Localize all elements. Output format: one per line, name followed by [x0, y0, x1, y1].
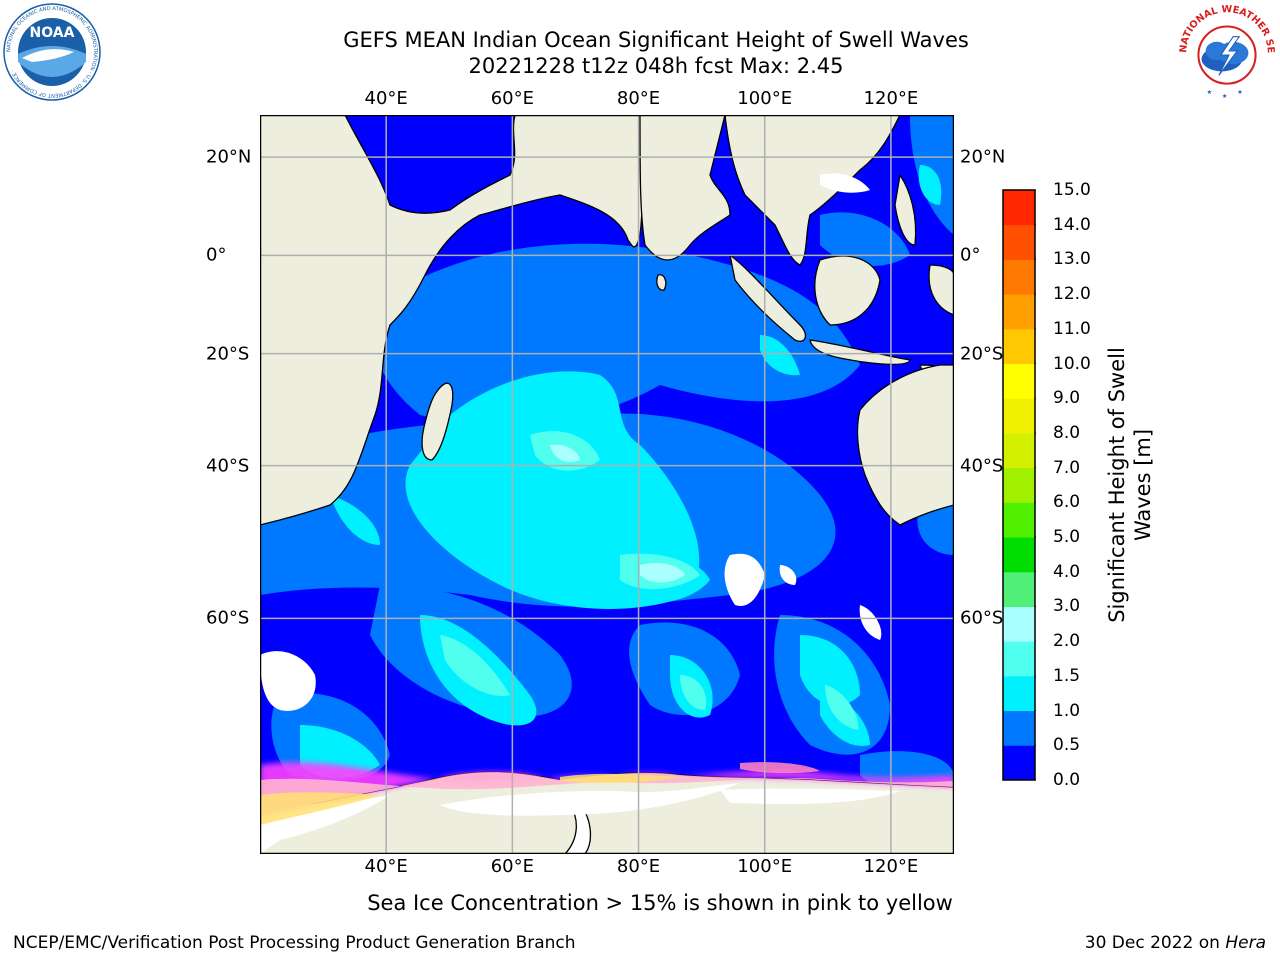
lat-tick-label: 60°S	[206, 607, 250, 629]
colorbar-tick-label: 3.0	[1053, 596, 1081, 617]
colorbar-tick-label: 11.0	[1053, 318, 1091, 339]
footer-date-text: 30 Dec 2022 on	[1084, 933, 1226, 953]
lon-tick-label: 80°E	[616, 88, 661, 109]
map-gridlines	[260, 115, 954, 854]
colorbar-tick-label: 0.5	[1053, 735, 1081, 756]
lon-tick-label: 60°E	[490, 88, 534, 109]
colorbar-swatch	[1003, 294, 1035, 330]
colorbar-tick-label: 15.0	[1053, 180, 1091, 200]
lat-tick-label: 20°N	[960, 146, 1006, 168]
colorbar-tick-label: 1.5	[1053, 665, 1081, 686]
lon-tick-label: 120°E	[863, 856, 919, 877]
sea-ice-note: Sea Ice Concentration > 15% is shown in …	[367, 891, 953, 915]
chart-subtitle: 20221228 t12z 048h fcst Max: 2.45	[468, 54, 844, 78]
chart-title: GEFS MEAN Indian Ocean Significant Heigh…	[343, 28, 969, 52]
colorbar-swatch	[1003, 363, 1035, 399]
swell-height-map	[260, 115, 954, 854]
no-data-areas	[260, 173, 900, 854]
sea-ice-fringe	[260, 762, 954, 825]
colorbar-tick-label: 8.0	[1053, 422, 1081, 443]
colorbar-swatch	[1003, 571, 1035, 607]
colorbar-tick-label: 0.0	[1053, 770, 1081, 790]
colorbar-swatch	[1003, 398, 1035, 434]
colorbar-tick-label: 10.0	[1053, 353, 1091, 374]
colorbar	[1002, 189, 1036, 781]
colorbar-swatch	[1003, 328, 1035, 365]
colorbar-swatch	[1003, 710, 1035, 746]
lat-tick-label: 20°N	[206, 146, 252, 168]
colorbar-tick-label: 14.0	[1053, 214, 1091, 235]
colorbar-tick-label: 9.0	[1053, 388, 1081, 409]
colorbar-swatch	[1003, 259, 1035, 295]
colorbar-tick-label: 5.0	[1053, 527, 1081, 548]
lon-tick-label: 100°E	[737, 88, 793, 109]
swell-band-2.0-3.0	[550, 444, 685, 583]
colorbar-swatch	[1003, 606, 1035, 642]
lon-tick-label: 40°E	[364, 88, 408, 109]
colorbar-tick-label: 13.0	[1053, 249, 1091, 270]
colorbar-tick-label: 4.0	[1053, 561, 1081, 582]
lat-tick-label: 0°	[960, 244, 981, 266]
footer-date: 30 Dec 2022 on Hera	[1085, 933, 1266, 953]
lat-tick-label: 0°	[206, 244, 227, 266]
colorbar-title-line2: Waves [m]	[1131, 428, 1155, 542]
colorbar-tick-label: 12.0	[1053, 284, 1091, 305]
colorbar-tick-label: 6.0	[1053, 492, 1081, 513]
colorbar-swatch	[1003, 537, 1035, 573]
svg-text:★: ★	[1207, 89, 1213, 96]
lat-tick-label: 40°S	[206, 455, 250, 477]
map-frame	[260, 115, 954, 854]
lat-tick-label: 20°S	[960, 343, 1004, 365]
colorbar-frame	[1002, 189, 1036, 781]
colorbar-swatch	[1003, 432, 1035, 469]
noaa-logo-text: NOAA	[30, 25, 75, 41]
lat-tick-label: 40°S	[960, 455, 1004, 477]
colorbar-tick-label: 7.0	[1053, 457, 1081, 478]
colorbar-title: Significant Height of Swell Waves [m]	[1104, 347, 1156, 623]
lat-tick-label: 20°S	[206, 343, 250, 365]
svg-text:★: ★	[1222, 93, 1228, 100]
colorbar-swatch	[1003, 467, 1035, 503]
lon-tick-label: 80°E	[616, 856, 661, 877]
footer-branch: NCEP/EMC/Verification Post Processing Pr…	[13, 933, 576, 953]
colorbar-swatch	[1003, 745, 1035, 781]
colorbar-swatch	[1003, 675, 1035, 712]
lon-tick-label: 120°E	[863, 88, 919, 109]
colorbar-swatch	[1003, 190, 1035, 226]
noaa-logo: NATIONAL OCEANIC AND ATMOSPHERIC ADMINIS…	[3, 3, 101, 101]
colorbar-title-line1: Significant Height of Swell	[1105, 347, 1129, 623]
footer-host: Hera	[1225, 933, 1266, 953]
colorbar-swatch	[1003, 641, 1035, 677]
colorbar-swatch	[1003, 224, 1035, 260]
svg-text:★: ★	[1237, 89, 1243, 96]
lon-tick-label: 100°E	[737, 856, 793, 877]
lon-tick-label: 60°E	[490, 856, 534, 877]
lat-tick-label: 60°S	[960, 607, 1004, 629]
colorbar-tick-label: 2.0	[1053, 631, 1081, 652]
colorbar-tick-label: 1.0	[1053, 700, 1081, 721]
nws-logo: NATIONAL WEATHER SERVICE ★ ★ ★	[1176, 2, 1276, 101]
colorbar-swatch	[1003, 502, 1035, 538]
lon-tick-label: 40°E	[364, 856, 408, 877]
